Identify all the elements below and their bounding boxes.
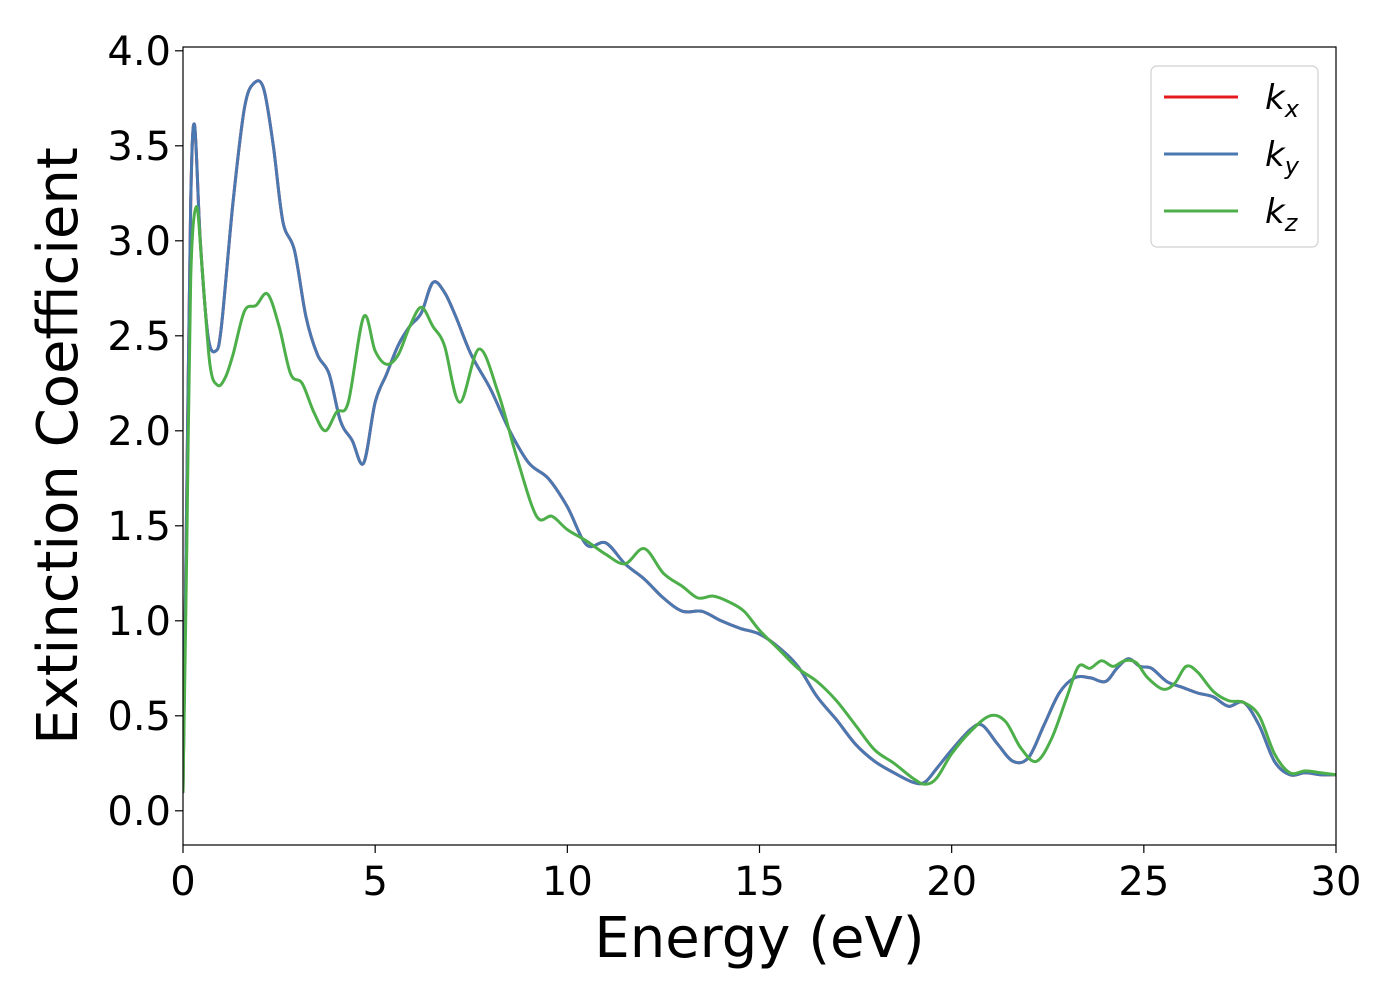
y-tick-label: 3.5: [107, 124, 171, 170]
axes-ticks-group: 0 5 10 15 20 25 30 0.0 0.5 1.0 1.5 2.0 2.5 3.0 3.5 4.0: [107, 29, 1361, 905]
legend-label-x: kx: [1265, 78, 1300, 123]
y-axis-label: Extinction Coefficient: [26, 147, 91, 745]
y-tick-label: 3.0: [107, 219, 171, 265]
y-tick-label: 1.5: [107, 504, 171, 550]
legend-label-subscript: x: [1284, 95, 1300, 123]
legend-label-subscript: z: [1284, 209, 1299, 237]
y-tick-label: 2.5: [107, 314, 171, 360]
y-tick-label: 1.0: [107, 599, 171, 645]
legend-label-base: k: [1265, 135, 1286, 175]
legend-label-base: k: [1265, 78, 1286, 118]
x-tick-label: 25: [1118, 859, 1169, 905]
legend-label-z: kz: [1265, 192, 1299, 237]
y-tick-label: 4.0: [107, 29, 171, 75]
y-tick-label: 0.5: [107, 694, 171, 740]
series-line-y: [183, 79, 1336, 794]
y-tick-label: 2.0: [107, 409, 171, 455]
plot-frame: [182, 46, 1337, 846]
legend-label-subscript: y: [1284, 152, 1300, 180]
series-line-z: [183, 205, 1336, 794]
x-tick-label: 30: [1311, 859, 1362, 905]
plot-series-group: [183, 79, 1336, 794]
x-tick-label: 5: [362, 859, 387, 905]
x-tick-label: 10: [542, 859, 593, 905]
legend-box: [1150, 65, 1319, 248]
legend-label-y: ky: [1265, 135, 1300, 180]
x-tick-label: 0: [170, 859, 195, 905]
legend-label-base: k: [1265, 192, 1286, 232]
y-tick-label: 0.0: [107, 789, 171, 835]
x-axis-label: Energy (eV): [594, 906, 924, 971]
x-tick-label: 20: [926, 859, 977, 905]
x-tick-label: 15: [734, 859, 785, 905]
